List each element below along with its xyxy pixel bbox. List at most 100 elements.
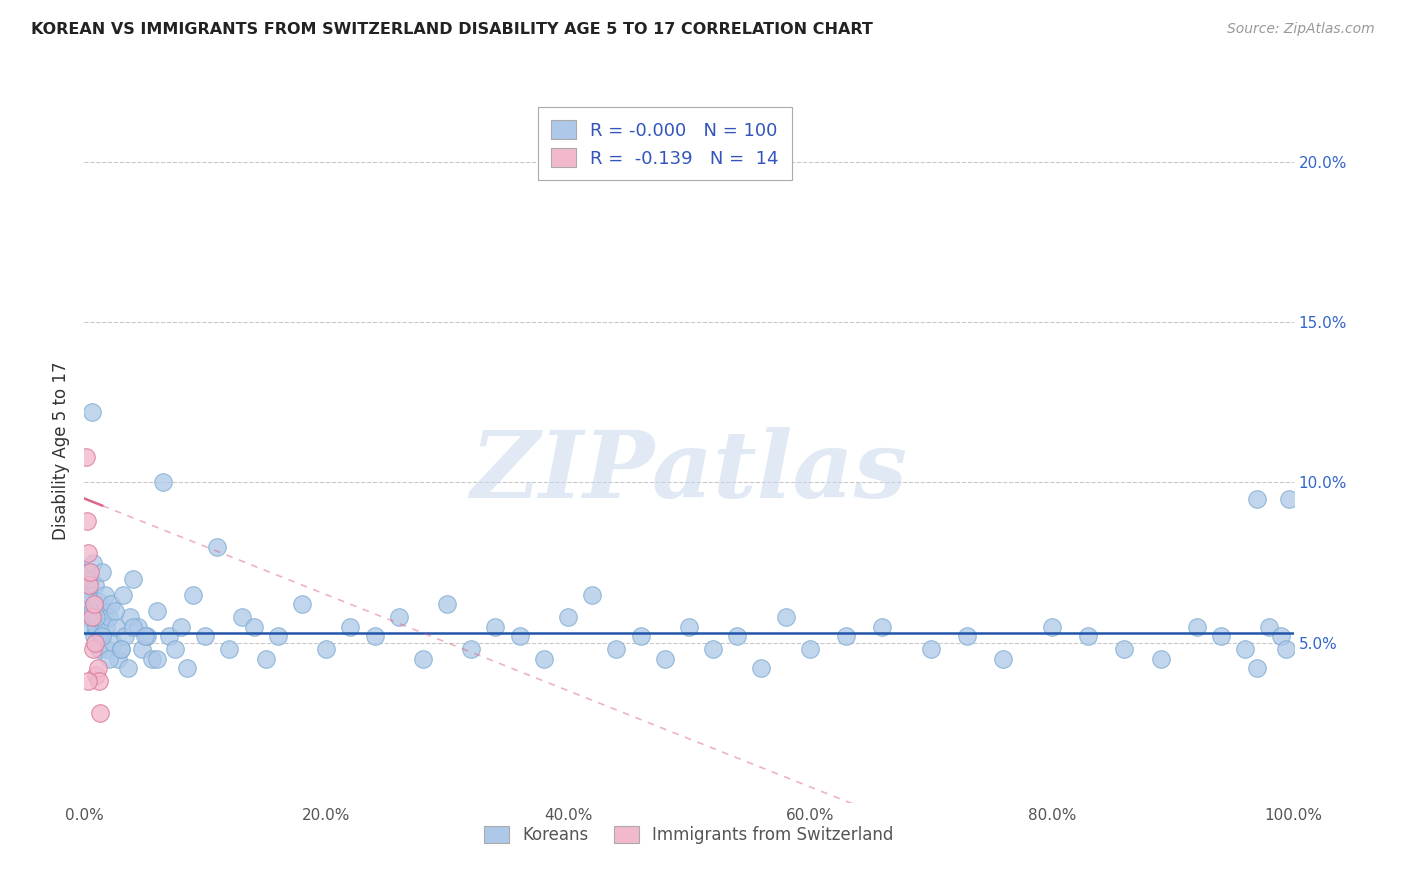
Point — [436, 597, 458, 611]
Point — [84, 578, 107, 592]
Point — [77, 610, 100, 624]
Point — [121, 619, 143, 633]
Point — [630, 629, 652, 643]
Point — [97, 651, 120, 665]
Point — [79, 565, 101, 579]
Point — [557, 610, 579, 624]
Point — [1258, 619, 1281, 633]
Point — [131, 642, 153, 657]
Text: Source: ZipAtlas.com: Source: ZipAtlas.com — [1227, 22, 1375, 37]
Point — [77, 546, 100, 560]
Legend: Koreans, Immigrants from Switzerland: Koreans, Immigrants from Switzerland — [478, 820, 900, 851]
Text: KOREAN VS IMMIGRANTS FROM SWITZERLAND DISABILITY AGE 5 TO 17 CORRELATION CHART: KOREAN VS IMMIGRANTS FROM SWITZERLAND DI… — [31, 22, 873, 37]
Point — [77, 674, 100, 689]
Point — [127, 619, 149, 633]
Point — [1149, 651, 1171, 665]
Point — [920, 642, 942, 657]
Point — [75, 578, 97, 592]
Point — [91, 629, 114, 643]
Point — [86, 661, 108, 675]
Point — [90, 629, 112, 643]
Point — [94, 588, 117, 602]
Point — [1114, 642, 1136, 657]
Point — [100, 597, 122, 611]
Point — [77, 597, 100, 611]
Point — [91, 565, 114, 579]
Point — [254, 651, 277, 665]
Point — [117, 661, 139, 675]
Point — [1270, 629, 1292, 643]
Point — [80, 604, 103, 618]
Point — [94, 619, 117, 633]
Point — [80, 405, 103, 419]
Point — [86, 619, 108, 633]
Point — [775, 610, 797, 624]
Point — [176, 661, 198, 675]
Point — [76, 565, 98, 579]
Point — [799, 642, 821, 657]
Point — [291, 597, 314, 611]
Point — [339, 619, 361, 633]
Point — [97, 610, 120, 624]
Point — [107, 651, 129, 665]
Point — [1209, 629, 1232, 643]
Point — [993, 651, 1015, 665]
Point — [1246, 491, 1268, 506]
Point — [702, 642, 724, 657]
Point — [170, 619, 193, 633]
Point — [120, 610, 142, 624]
Point — [1275, 642, 1298, 657]
Point — [533, 651, 555, 665]
Point — [678, 619, 700, 633]
Point — [141, 651, 163, 665]
Point — [77, 578, 100, 592]
Point — [363, 629, 385, 643]
Point — [835, 629, 858, 643]
Point — [121, 572, 143, 586]
Point — [103, 635, 125, 649]
Point — [86, 667, 108, 681]
Point — [83, 610, 105, 624]
Point — [84, 635, 107, 649]
Point — [79, 572, 101, 586]
Point — [75, 450, 97, 464]
Point — [83, 597, 105, 611]
Point — [218, 642, 240, 657]
Point — [509, 629, 531, 643]
Point — [79, 619, 101, 633]
Point — [76, 514, 98, 528]
Point — [1185, 619, 1208, 633]
Point — [157, 629, 180, 643]
Point — [181, 588, 204, 602]
Point — [231, 610, 253, 624]
Point — [1278, 491, 1301, 506]
Point — [82, 642, 104, 657]
Point — [134, 629, 156, 643]
Point — [110, 642, 132, 657]
Point — [86, 610, 108, 624]
Point — [484, 619, 506, 633]
Point — [605, 642, 627, 657]
Y-axis label: Disability Age 5 to 17: Disability Age 5 to 17 — [52, 361, 70, 540]
Point — [77, 588, 100, 602]
Point — [87, 642, 110, 657]
Point — [104, 619, 127, 633]
Point — [93, 604, 115, 618]
Point — [1246, 661, 1268, 675]
Point — [872, 619, 894, 633]
Point — [152, 475, 174, 490]
Point — [89, 706, 111, 720]
Point — [1040, 619, 1063, 633]
Point — [956, 629, 979, 643]
Point — [86, 594, 108, 608]
Point — [751, 661, 773, 675]
Point — [581, 588, 603, 602]
Point — [110, 642, 132, 657]
Point — [112, 588, 135, 602]
Point — [96, 642, 118, 657]
Point — [1234, 642, 1257, 657]
Point — [89, 610, 111, 624]
Point — [207, 540, 229, 554]
Point — [242, 619, 264, 633]
Point — [725, 629, 748, 643]
